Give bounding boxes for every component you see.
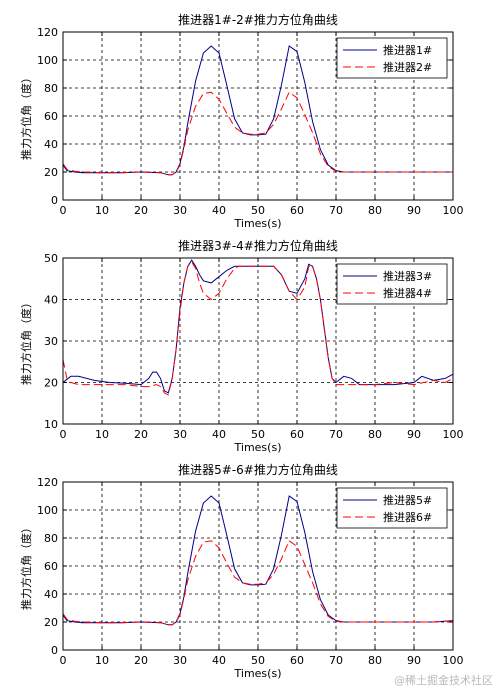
x-tick-label: 70: [329, 654, 343, 667]
x-tick-label: 60: [290, 654, 304, 667]
x-tick-label: 50: [251, 654, 265, 667]
y-tick-label: 80: [44, 82, 58, 95]
x-tick-label: 50: [251, 428, 265, 441]
y-tick-label: 20: [44, 166, 58, 179]
y-tick-label: 100: [37, 54, 58, 67]
legend-box: [336, 487, 448, 529]
x-tick-label: 20: [134, 428, 148, 441]
y-tick-label: 120: [37, 476, 58, 489]
chart-panel-1: 0 10 20 30 40 50 60 70 80 90 100 0 20 40 60 80 100 120 推进器…: [19, 12, 464, 230]
x-tick-label: 0: [60, 428, 67, 441]
axes-frame: [62, 481, 454, 651]
x-tick-label: 40: [212, 204, 226, 217]
x-tick-label: 80: [368, 428, 382, 441]
y-tick-label: 30: [44, 335, 58, 348]
chart-title: 推进器1#-2#推力方位角曲线: [178, 12, 338, 27]
chart-title: 推进器3#-4#推力方位角曲线: [178, 238, 338, 253]
x-tick-label: 80: [368, 654, 382, 667]
x-tick-label: 50: [251, 204, 265, 217]
y-tick-label: 40: [44, 588, 58, 601]
axes-frame: [62, 257, 454, 425]
legend-label-2: 推进器2#: [383, 60, 432, 74]
legend-label-1: 推进器5#: [383, 493, 432, 507]
legend-label-2: 推进器6#: [383, 510, 432, 524]
chart-panel-2: 0 10 20 30 40 50 60 70 80 90 1001020304050推进器3#-4#…: [19, 238, 464, 454]
y-tick-label: 60: [44, 110, 58, 123]
x-tick-label: 90: [407, 654, 421, 667]
x-tick-label: 10: [95, 654, 109, 667]
x-tick-label: 30: [173, 428, 187, 441]
y-axis-label: 推力方位角（度）: [19, 297, 33, 385]
y-tick-label: 20: [44, 616, 58, 629]
x-tick-label: 0: [60, 204, 67, 217]
x-tick-label: 10: [95, 204, 109, 217]
x-tick-label: 60: [290, 204, 304, 217]
y-tick-label: 40: [44, 294, 58, 307]
x-axis-label: Times(s): [234, 667, 282, 680]
series-line-1: [63, 259, 453, 394]
x-tick-label: 30: [173, 654, 187, 667]
x-tick-label: 40: [212, 428, 226, 441]
legend: 推进器3# 推进器4#: [336, 263, 448, 305]
x-tick-label: 20: [134, 204, 148, 217]
chart-panel-3: 0 10 20 30 40 50 60 70 80 90 100 0 20 40 60 80 100 120 推进器…: [19, 462, 464, 680]
y-tick-label: 20: [44, 377, 58, 390]
x-tick-label: 70: [329, 428, 343, 441]
x-tick-label: 30: [173, 204, 187, 217]
x-tick-label: 60: [290, 428, 304, 441]
x-tick-label: 90: [407, 204, 421, 217]
x-tick-label: 100: [443, 654, 464, 667]
x-axis-label: Times(s): [234, 217, 282, 230]
y-tick-label: 40: [44, 138, 58, 151]
legend: 推进器1# 推进器2#: [336, 37, 448, 79]
series-line-2: [63, 91, 453, 176]
y-tick-label: 50: [44, 252, 58, 265]
legend-label-2: 推进器4#: [383, 286, 432, 300]
x-tick-label: 90: [407, 428, 421, 441]
y-axis-label: 推力方位角（度）: [19, 522, 33, 610]
y-tick-label: 0: [51, 644, 58, 657]
y-tick-label: 0: [51, 194, 58, 207]
x-tick-label: 100: [443, 428, 464, 441]
y-tick-label: 10: [44, 418, 58, 431]
series-line-2: [63, 540, 453, 626]
series-line-2: [63, 261, 453, 396]
axes-frame: [62, 31, 454, 201]
legend-box: [336, 37, 448, 79]
legend: 推进器5# 推进器6#: [336, 487, 448, 529]
y-tick-label: 60: [44, 560, 58, 573]
x-tick-label: 100: [443, 204, 464, 217]
x-tick-label: 20: [134, 654, 148, 667]
legend-label-1: 推进器3#: [383, 269, 432, 283]
x-tick-label: 80: [368, 204, 382, 217]
legend-box: [336, 263, 448, 305]
y-axis-label: 推力方位角（度）: [19, 72, 33, 160]
watermark: @稀土掘金技术社区: [394, 674, 493, 687]
x-tick-label: 0: [60, 654, 67, 667]
y-tick-label: 120: [37, 26, 58, 39]
y-tick-label: 80: [44, 532, 58, 545]
x-tick-label: 10: [95, 428, 109, 441]
legend-label-1: 推进器1#: [383, 43, 432, 57]
x-tick-label: 70: [329, 204, 343, 217]
y-tick-label: 100: [37, 504, 58, 517]
x-axis-label: Times(s): [234, 441, 282, 454]
x-tick-label: 40: [212, 654, 226, 667]
chart-title: 推进器5#-6#推力方位角曲线: [178, 462, 338, 477]
